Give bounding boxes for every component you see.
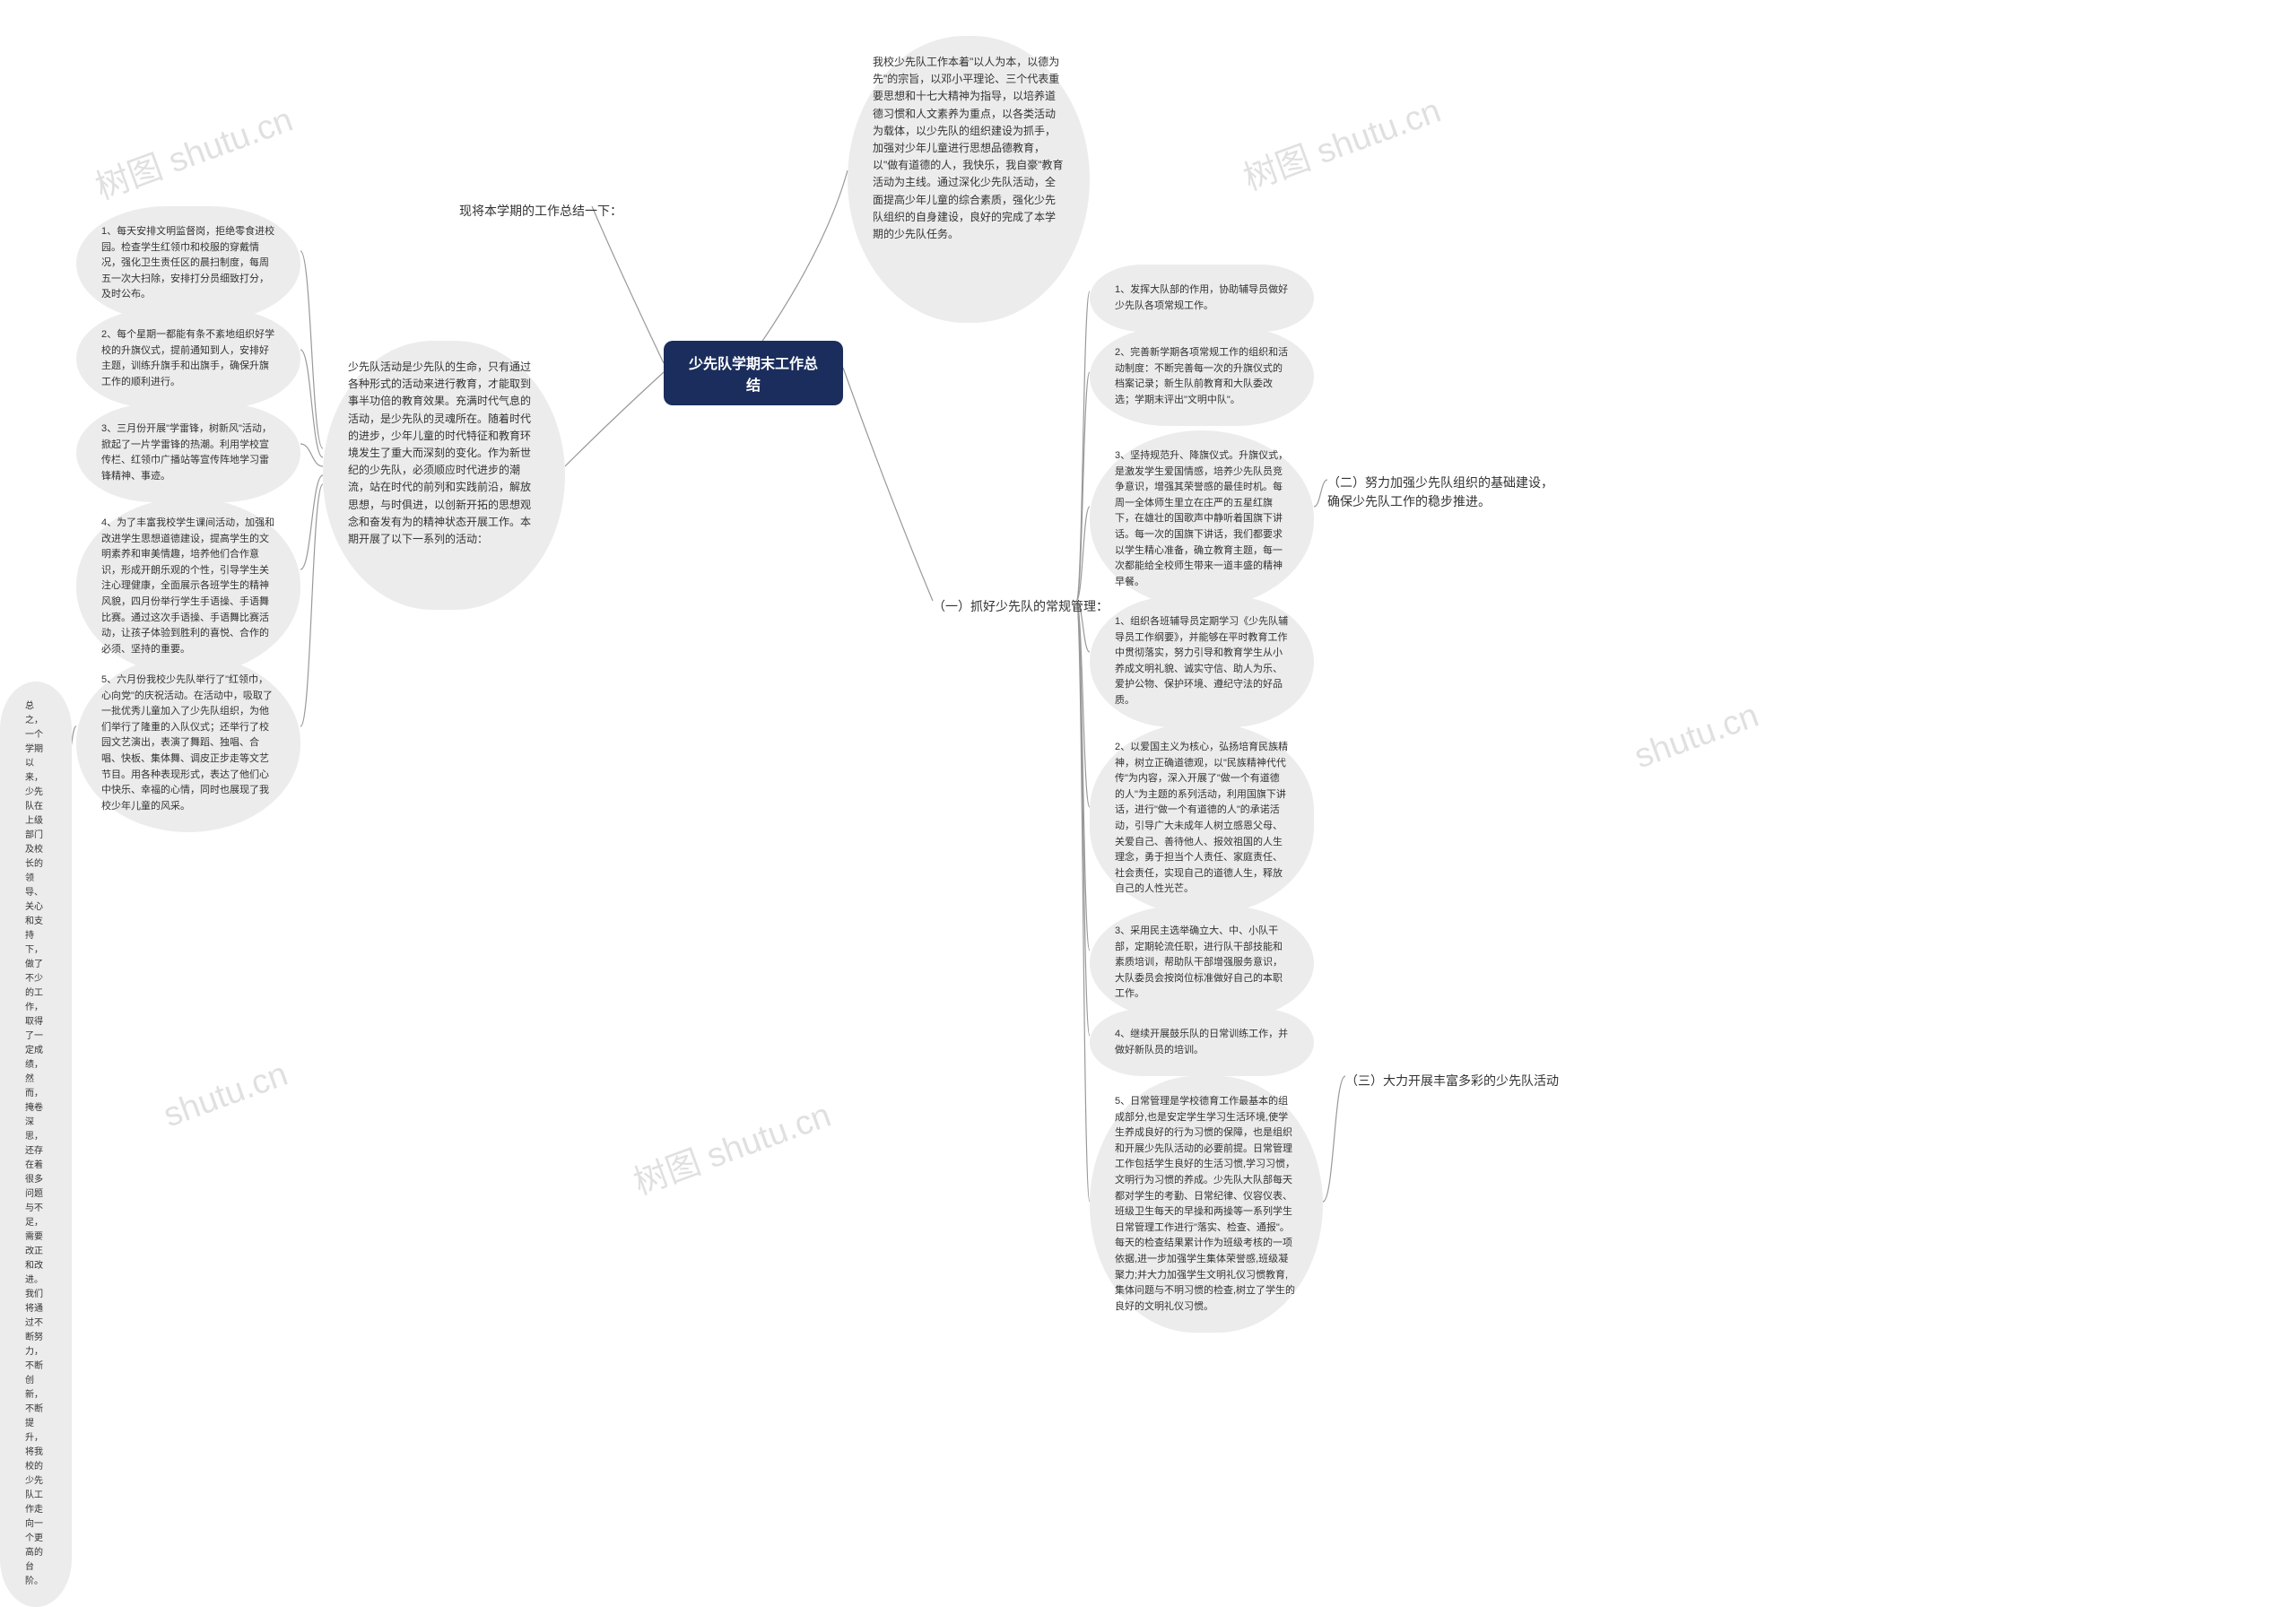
bubble-r1: 1、发挥大队部的作用，协助辅导员做好少先队各项常规工作。 [1090, 265, 1314, 332]
bubble-act5: 5、六月份我校少先队举行了"红领巾，心向党"的庆祝活动。在活动中，吸取了一批优秀… [76, 655, 300, 832]
watermark: shutu.cn [1630, 697, 1764, 777]
bubble-act2: 2、每个星期一都能有条不紊地组织好学校的升旗仪式，提前通知到人，安排好主题，训练… [76, 309, 300, 408]
bubble-s2: 2、以爱国主义为核心，弘扬培育民族精神，树立正确道德观，以"民族精神代代传"为内… [1090, 722, 1314, 916]
bubble-s5: 5、日常管理是学校德育工作最基本的组成部分,也是安定学生学习生活环境,使学生养成… [1090, 1076, 1323, 1333]
branch-label-section2: （二）努力加强少先队组织的基础建设，确保少先队工作的稳步推进。 [1327, 473, 1561, 511]
bubble-s4: 4、继续开展鼓乐队的日常训练工作，并做好新队员的培训。 [1090, 1009, 1314, 1076]
bubble-left_summary_bottom: 总之，一个学期以来，少先队在上级部门及校长的领导、关心和支持下，做了不少的工作，… [0, 682, 72, 1607]
center-topic: 少先队学期末工作总结 [664, 341, 843, 405]
bubble-act4: 4、为了丰富我校学生课间活动，加强和改进学生思想道德建设，提高学生的文明素养和审… [76, 498, 300, 675]
bubble-intro_top: 我校少先队工作本着"以人为本，以德为先"的宗旨，以邓小平理论、三个代表重要思想和… [848, 36, 1090, 323]
bubble-s3: 3、采用民主选举确立大、中、小队干部，定期轮流任职，进行队干部技能和素质培训，帮… [1090, 906, 1314, 1021]
watermark: shutu.cn [159, 1055, 293, 1136]
bubble-left_activities_intro: 少先队活动是少先队的生命，只有通过各种形式的活动来进行教育，才能取到事半功倍的教… [323, 341, 565, 610]
bubble-r2: 2、完善新学期各项常规工作的组织和活动制度：不断完善每一次的升旗仪式的档案记录；… [1090, 327, 1314, 426]
bubble-act3: 3、三月份开展"学雷锋，树新风"活动，掀起了一片学雷锋的热潮。利用学校宣传栏、红… [76, 404, 300, 502]
watermark: 树图 shutu.cn [626, 1087, 837, 1203]
center-label: 少先队学期末工作总结 [685, 352, 822, 395]
branch-label-section3: （三）大力开展丰富多彩的少先队活动 [1345, 1072, 1559, 1090]
branch-label-section1: （一）抓好少先队的常规管理： [933, 597, 1109, 615]
watermark: 树图 shutu.cn [88, 91, 299, 208]
branch-label-left-summary: 现将本学期的工作总结一下： [459, 202, 622, 220]
bubble-s1: 1、组织各班辅导员定期学习《少先队辅导员工作纲要》，并能够在平时教育工作中贯彻落… [1090, 596, 1314, 727]
bubble-r3: 3、坚持规范升、降旗仪式。升旗仪式，是激发学生爱国情感，培养少先队员竞争意识，增… [1090, 430, 1314, 608]
bubble-act1: 1、每天安排文明监督岗，拒绝零食进校园。检查学生红领巾和校服的穿戴情况，强化卫生… [76, 206, 300, 321]
watermark: 树图 shutu.cn [1236, 83, 1447, 199]
